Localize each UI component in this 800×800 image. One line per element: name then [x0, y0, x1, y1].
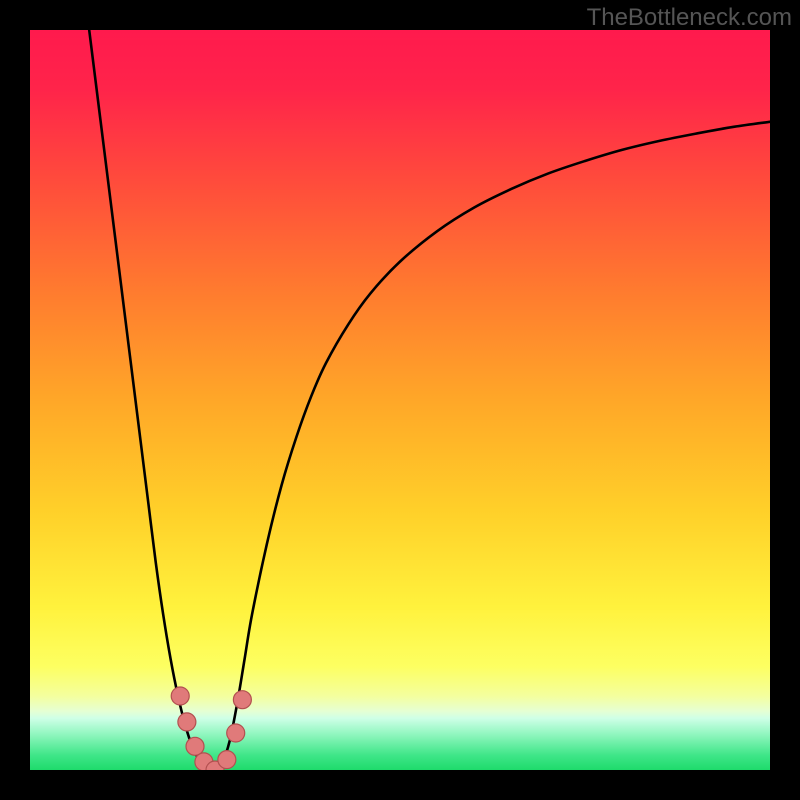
marker-point — [233, 691, 251, 709]
marker-point — [178, 713, 196, 731]
chart-frame: TheBottleneck.com — [0, 0, 800, 800]
bottleneck-curve-left — [89, 30, 215, 770]
plot-area — [30, 30, 770, 770]
marker-point — [171, 687, 189, 705]
marker-point — [218, 751, 236, 769]
plot-svg — [30, 30, 770, 770]
attribution-label: TheBottleneck.com — [587, 4, 792, 32]
bottleneck-curve-right — [215, 122, 770, 770]
marker-point — [227, 724, 245, 742]
